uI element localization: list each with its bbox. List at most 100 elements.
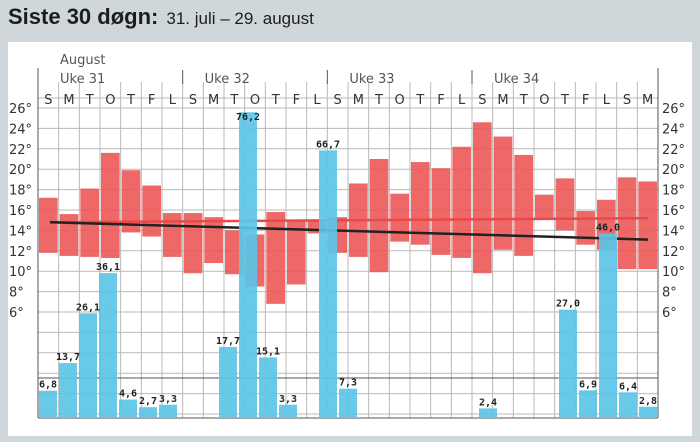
- day-label: S: [478, 93, 486, 108]
- precipitation-bar: [319, 150, 337, 418]
- temp-tick-left: 24°: [9, 122, 32, 137]
- temp-tick-right: 18°: [662, 184, 685, 199]
- precipitation-bar: [599, 233, 617, 418]
- temp-tick-right: 12°: [662, 245, 685, 260]
- grid: [37, 82, 659, 418]
- precipitation-bar: [579, 390, 597, 418]
- precipitation-bar: [119, 399, 137, 418]
- precipitation-bar: [59, 363, 77, 418]
- day-label: S: [334, 93, 342, 108]
- temp-tick-left: 18°: [9, 184, 32, 199]
- day-label: O: [539, 93, 549, 108]
- temperature-bar: [390, 193, 409, 242]
- precipitation-bar: [39, 390, 57, 418]
- temperature-bar: [411, 162, 430, 245]
- precipitation-bar: [339, 388, 357, 418]
- precipitation-bar: [639, 406, 657, 418]
- temp-tick-left: 6°: [9, 306, 24, 321]
- temp-tick-right: 6°: [662, 306, 677, 321]
- precipitation-label: 76,2: [236, 112, 260, 123]
- temperature-bar: [163, 213, 182, 257]
- precipitation-bar: [619, 392, 637, 418]
- temp-tick-right: 8°: [662, 286, 677, 301]
- precipitation-label: 3,3: [159, 394, 177, 405]
- temperature-bar: [266, 212, 285, 304]
- precipitation-bar: [159, 404, 177, 418]
- day-label: M: [353, 93, 364, 108]
- temperature-bar: [101, 152, 120, 258]
- day-label: L: [313, 93, 321, 108]
- temperature-bar: [514, 154, 533, 256]
- chart-date-range: 31. juli – 29. august: [166, 9, 314, 28]
- temp-tick-left: 26°: [9, 102, 32, 117]
- temperature-trend-line: [49, 216, 649, 224]
- precipitation-bar: [219, 346, 237, 418]
- month-label: August: [60, 53, 106, 68]
- precipitation-label: 2,8: [639, 396, 657, 407]
- temp-tick-left: 10°: [9, 265, 32, 280]
- day-label: T: [374, 93, 383, 108]
- precipitation-bar: [259, 357, 277, 418]
- precipitation-label: 2,4: [479, 397, 497, 408]
- precipitation-label: 27,0: [556, 299, 580, 310]
- temperature-bar: [204, 217, 223, 264]
- temperature-trend-line: [49, 220, 649, 241]
- temperature-bar: [39, 197, 58, 253]
- precipitation-bars: [39, 112, 657, 418]
- day-label: O: [250, 93, 260, 108]
- precipitation-label: 36,1: [96, 262, 120, 273]
- day-label: T: [85, 93, 94, 108]
- temp-tick-right: 26°: [662, 102, 685, 117]
- temperature-bar: [493, 136, 513, 250]
- temperature-bar: [555, 178, 575, 231]
- precipitation-label: 6,8: [39, 380, 57, 391]
- precipitation-label: 6,9: [579, 379, 597, 390]
- day-label: T: [126, 93, 135, 108]
- temperature-bar: [452, 146, 471, 258]
- day-label: T: [271, 93, 280, 108]
- week-label: Uke 34: [494, 72, 539, 87]
- chart-title: Siste 30 døgn:: [8, 4, 159, 29]
- precipitation-bar: [279, 404, 297, 418]
- chart-panel: August Uke 31 Uke 32 Uke 33 Uke 34 S M T O T F L S M T…: [8, 42, 692, 436]
- day-label: F: [293, 93, 300, 108]
- precipitation-bar: [99, 273, 117, 418]
- temperature-bar: [576, 211, 595, 245]
- precipitation-bar: [559, 309, 577, 418]
- day-label: O: [395, 93, 405, 108]
- precipitation-label: 6,4: [619, 381, 637, 392]
- temp-tick-left: 16°: [9, 204, 32, 219]
- trend-lines: [49, 216, 649, 241]
- day-label: L: [458, 93, 466, 108]
- day-label: T: [519, 93, 528, 108]
- day-label: M: [208, 93, 219, 108]
- temperature-bar: [142, 185, 161, 237]
- precipitation-bar: [479, 408, 497, 418]
- day-label: T: [415, 93, 424, 108]
- temp-tick-right: 14°: [662, 224, 685, 239]
- temp-tick-right: 16°: [662, 204, 685, 219]
- temp-tick-right: 10°: [662, 265, 685, 280]
- temp-tick-right: 24°: [662, 122, 685, 137]
- day-label: M: [642, 93, 653, 108]
- precipitation-label: 2,7: [139, 396, 157, 407]
- temp-tick-left: 20°: [9, 163, 32, 178]
- precipitation-label: 3,3: [279, 394, 297, 405]
- week-label: Uke 31: [60, 72, 105, 87]
- temp-tick-left: 22°: [9, 143, 32, 158]
- day-label: M: [497, 93, 508, 108]
- precipitation-label: 13,7: [56, 352, 80, 363]
- day-label: S: [44, 93, 52, 108]
- precipitation-label: 17,7: [216, 336, 240, 347]
- temperature-bar: [183, 213, 203, 274]
- precipitation-label: 4,6: [119, 389, 137, 400]
- temperature-bar: [638, 181, 657, 270]
- day-label: F: [148, 93, 155, 108]
- temp-tick-left: 12°: [9, 245, 32, 260]
- precipitation-bar: [79, 313, 97, 418]
- chart-header: Siste 30 døgn: 31. juli – 29. august: [8, 4, 314, 38]
- day-label: L: [169, 93, 177, 108]
